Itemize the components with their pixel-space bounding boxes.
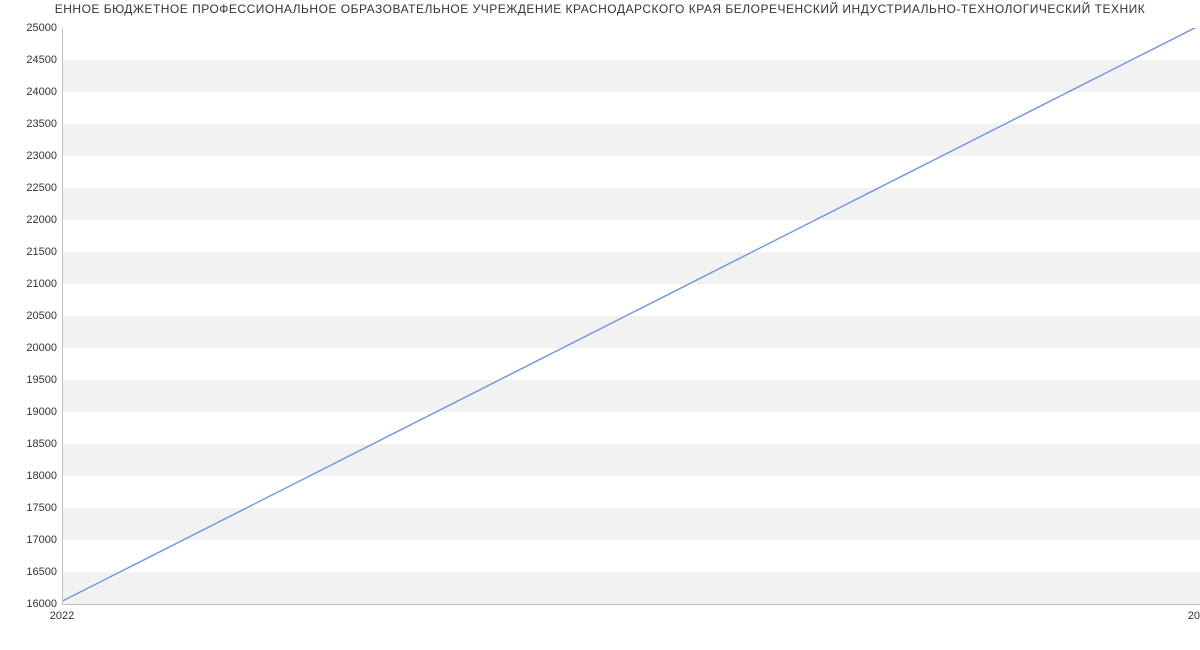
- y-tick-label: 21500: [7, 246, 57, 258]
- series-line: [63, 28, 1200, 601]
- line-layer: [63, 28, 1200, 604]
- y-tick-label: 16500: [7, 566, 57, 578]
- y-tick-label: 18500: [7, 438, 57, 450]
- y-tick-label: 17000: [7, 534, 57, 546]
- y-tick-label: 22000: [7, 214, 57, 226]
- chart-title: ЕННОЕ БЮДЖЕТНОЕ ПРОФЕССИОНАЛЬНОЕ ОБРАЗОВ…: [0, 2, 1200, 16]
- y-tick-label: 19500: [7, 374, 57, 386]
- y-tick-label: 23500: [7, 118, 57, 130]
- chart-container: ЕННОЕ БЮДЖЕТНОЕ ПРОФЕССИОНАЛЬНОЕ ОБРАЗОВ…: [0, 0, 1200, 650]
- y-tick-label: 16000: [7, 598, 57, 610]
- y-tick-label: 25000: [7, 22, 57, 34]
- y-tick-label: 22500: [7, 182, 57, 194]
- y-tick-label: 24500: [7, 54, 57, 66]
- x-tick-label: 2022: [50, 610, 74, 622]
- y-tick-label: 23000: [7, 150, 57, 162]
- x-tick-label: 2024: [1188, 610, 1200, 622]
- y-tick-label: 17500: [7, 502, 57, 514]
- y-tick-label: 21000: [7, 278, 57, 290]
- plot-area: [62, 28, 1200, 605]
- y-tick-label: 20000: [7, 342, 57, 354]
- y-tick-label: 18000: [7, 470, 57, 482]
- y-tick-label: 24000: [7, 86, 57, 98]
- y-tick-label: 19000: [7, 406, 57, 418]
- y-tick-label: 20500: [7, 310, 57, 322]
